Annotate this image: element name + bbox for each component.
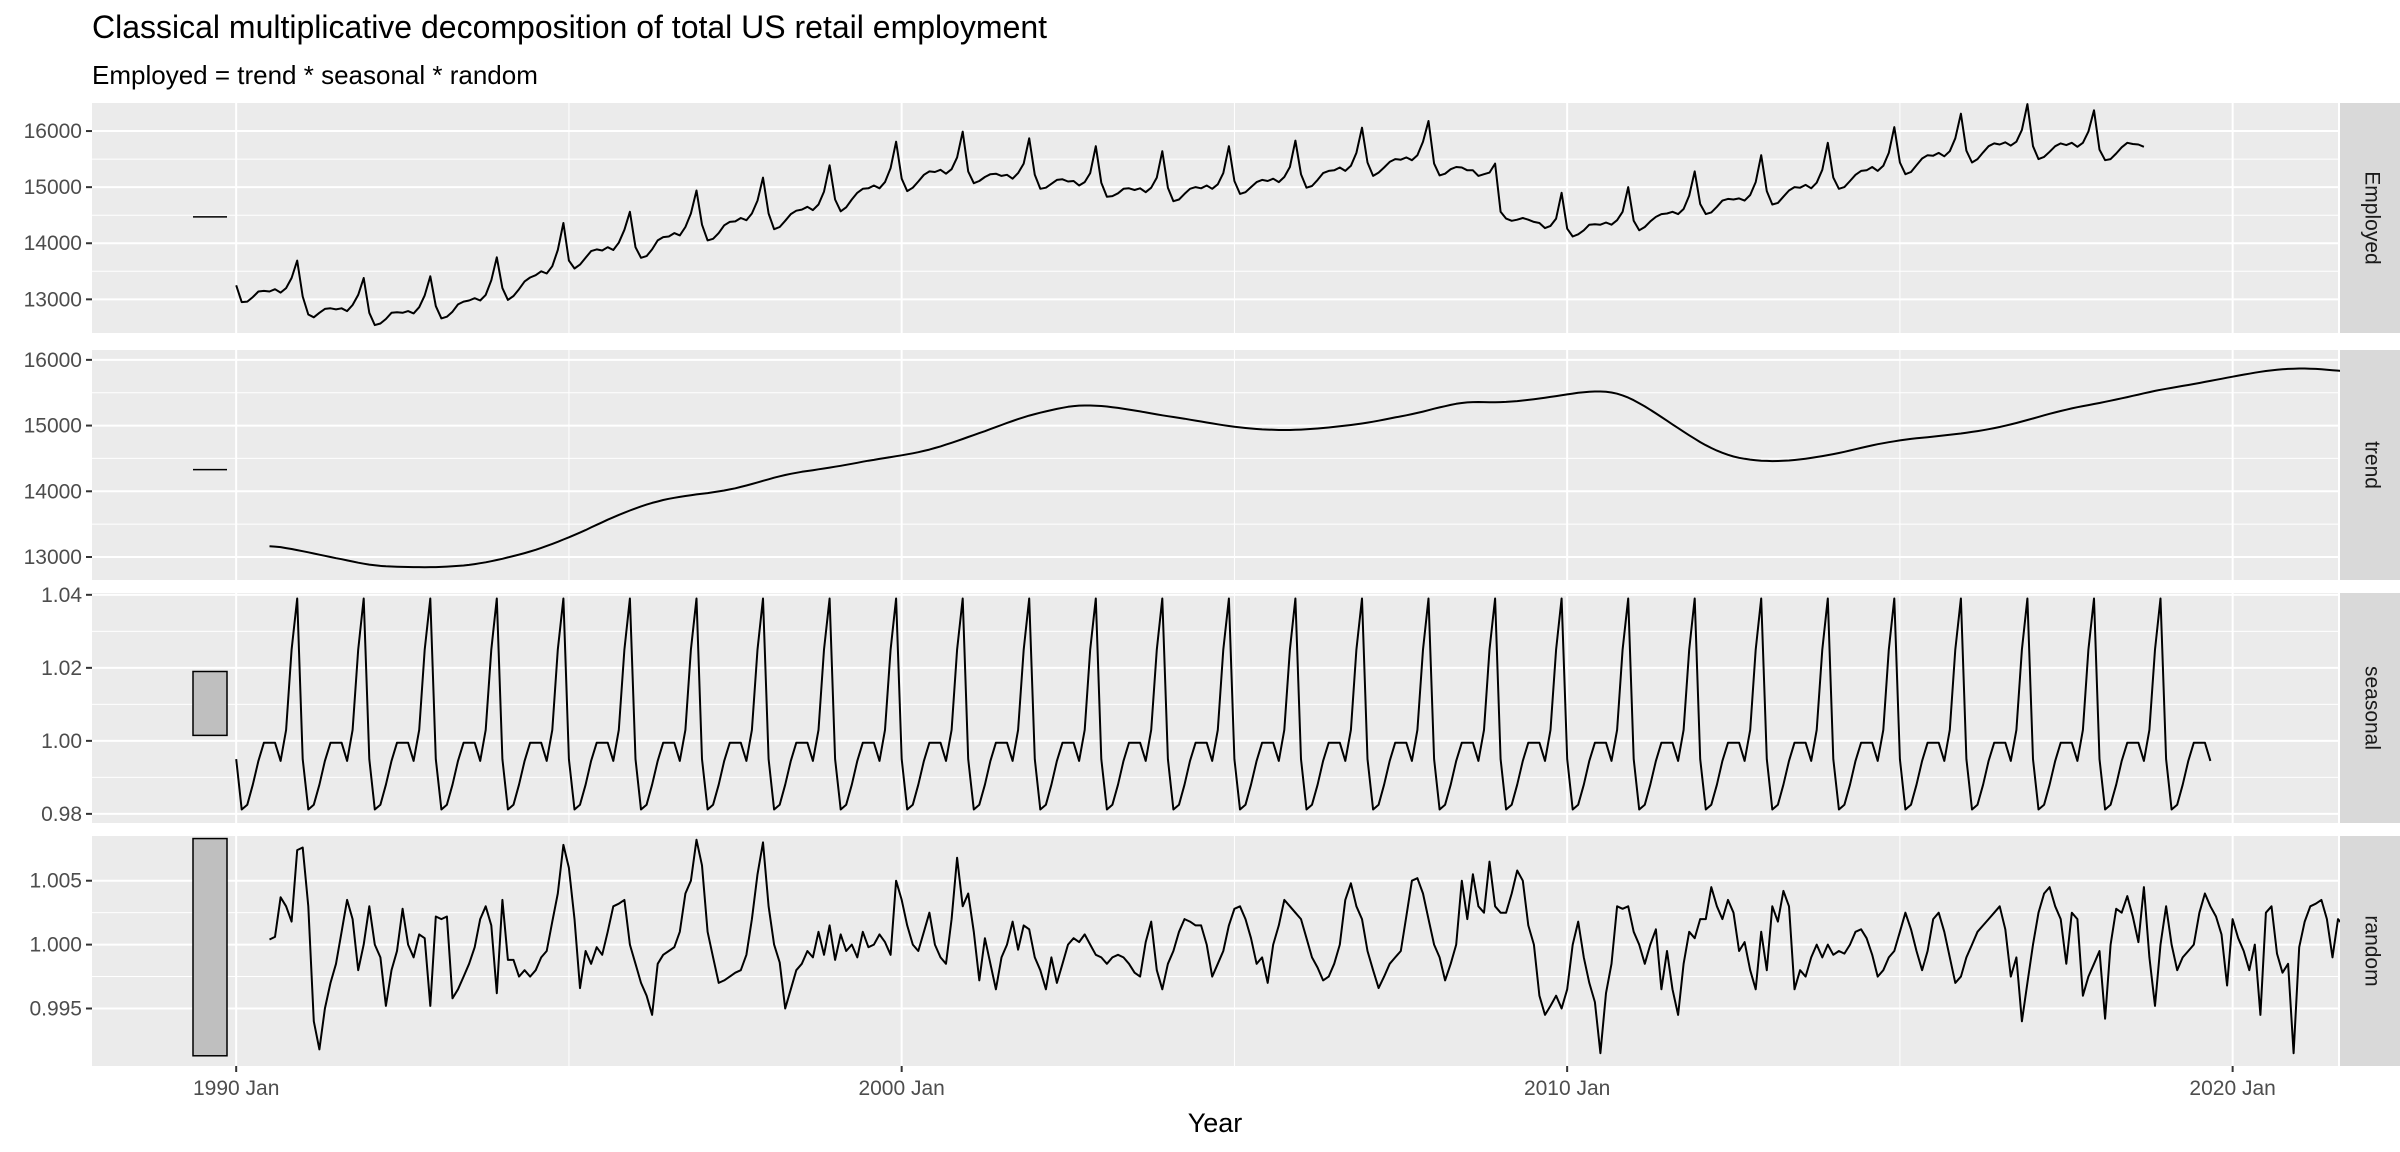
y-tick-label: 1.04 xyxy=(41,584,82,607)
scale-bar xyxy=(192,837,228,1057)
chart-title: Classical multiplicative decomposition o… xyxy=(92,9,1047,45)
facet-strip-label: random xyxy=(2360,915,2383,986)
y-tick-label: 16000 xyxy=(24,349,82,372)
y-tick-label: 14000 xyxy=(24,232,82,255)
facet-strip-label: Employed xyxy=(2360,171,2383,264)
chart-subtitle: Employed = trend * seasonal * random xyxy=(92,60,538,90)
y-tick-label: 0.995 xyxy=(29,998,82,1021)
facet-strip-random xyxy=(2340,836,2400,1066)
series-line-employed xyxy=(235,103,2145,327)
y-tick-label: 15000 xyxy=(24,415,82,438)
panel-background xyxy=(92,593,2338,823)
panel-trend: 13000 14000 15000 16000 trend xyxy=(24,349,2400,580)
y-tick-label: 13000 xyxy=(24,546,82,569)
y-tick-label: 1.00 xyxy=(41,730,82,753)
x-axis: 1990 Jan 2000 Jan 2010 Jan 2020 Jan xyxy=(193,1066,2276,1100)
panel-background xyxy=(92,103,2338,333)
y-tick-label: 13000 xyxy=(24,288,82,311)
x-tick-label: 2000 Jan xyxy=(858,1077,944,1100)
series-line-random xyxy=(269,838,2394,1055)
facet-strip-label: seasonal xyxy=(2360,666,2383,750)
y-tick-label: 15000 xyxy=(24,176,82,199)
y-tick-label: 14000 xyxy=(24,480,82,503)
facet-strip-trend xyxy=(2340,350,2400,580)
x-tick-label: 1990 Jan xyxy=(193,1077,279,1100)
panel-background xyxy=(92,836,2338,1066)
facet-strip-employed xyxy=(2340,103,2400,333)
x-axis-title: Year xyxy=(1188,1108,1243,1138)
facet-strip-label: trend xyxy=(2360,441,2383,489)
x-tick-label: 2020 Jan xyxy=(2189,1077,2275,1100)
y-tick-label: 16000 xyxy=(24,120,82,143)
series-line-seasonal xyxy=(235,597,2212,811)
panels: 13000 14000 15000 16000 Employed 13000 14000 15… xyxy=(24,103,2400,1066)
panel-background xyxy=(92,350,2338,580)
scale-bar xyxy=(192,670,228,737)
panel-random: 0.995 1.000 1.005 random xyxy=(29,836,2400,1066)
y-tick-label: 1.000 xyxy=(29,934,82,957)
y-tick-label: 1.005 xyxy=(29,870,82,893)
series-line-trend xyxy=(269,367,2400,569)
panel-employed: 13000 14000 15000 16000 Employed xyxy=(24,103,2400,333)
y-tick-label: 1.02 xyxy=(41,657,82,680)
y-tick-label: 0.98 xyxy=(41,803,82,826)
facet-strip-seasonal xyxy=(2340,593,2400,823)
panel-seasonal: 0.98 1.00 1.02 1.04 seasonal xyxy=(41,584,2400,826)
x-tick-label: 2010 Jan xyxy=(1524,1077,1610,1100)
